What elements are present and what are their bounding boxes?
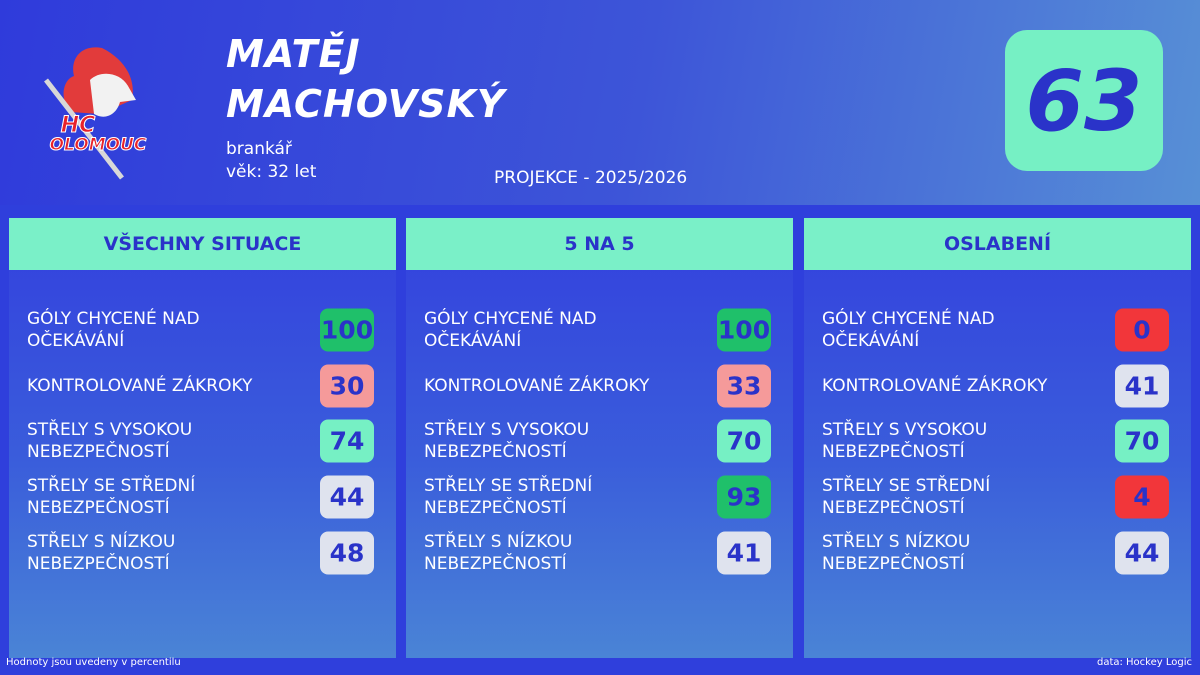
stat-value: 30 (320, 364, 374, 408)
footer-note: Hodnoty jsou uvedeny v percentilu (6, 657, 181, 668)
stat-row: STŘELY S NÍZKOU NEBEZPEČNOSTÍ 48 (9, 528, 396, 578)
stat-row: KONTROLOVANÉ ZÁKROKY 41 (804, 361, 1191, 411)
stat-row: GÓLY CHYCENÉ NAD OČEKÁVÁNÍ 0 (804, 305, 1191, 355)
logo-text: OLOMOUC (50, 135, 147, 155)
stat-label: KONTROLOVANÉ ZÁKROKY (424, 376, 650, 396)
logo-text: HC (61, 113, 96, 138)
projection-label: PROJEKCE - 2025/2026 (494, 168, 688, 188)
stat-label: KONTROLOVANÉ ZÁKROKY (27, 376, 253, 396)
stat-label: STŘELY S NÍZKOU NEBEZPEČNOSTÍ (27, 532, 176, 574)
stat-row: KONTROLOVANÉ ZÁKROKY 33 (406, 361, 793, 411)
stat-label: STŘELY S NÍZKOU NEBEZPEČNOSTÍ (822, 532, 971, 574)
team-logo: HC OLOMOUC (44, 47, 147, 180)
panel-title: 5 NA 5 (406, 218, 793, 270)
stat-label: STŘELY SE STŘEDNÍ NEBEZPEČNOSTÍ (822, 476, 991, 518)
stat-label: KONTROLOVANÉ ZÁKROKY (822, 376, 1048, 396)
stat-value: 48 (320, 531, 374, 575)
stat-label: GÓLY CHYCENÉ NAD OČEKÁVÁNÍ (27, 309, 200, 351)
stat-label: STŘELY S VYSOKOU NEBEZPEČNOSTÍ (424, 420, 590, 462)
player-name: MATĚJ (226, 32, 361, 76)
stat-value: 100 (717, 308, 771, 352)
stat-label: STŘELY S VYSOKOU NEBEZPEČNOSTÍ (27, 420, 193, 462)
stat-row: GÓLY CHYCENÉ NAD OČEKÁVÁNÍ 100 (9, 305, 396, 355)
stat-label: GÓLY CHYCENÉ NAD OČEKÁVÁNÍ (822, 309, 995, 351)
panel-title: OSLABENÍ (804, 218, 1191, 270)
stat-row: GÓLY CHYCENÉ NAD OČEKÁVÁNÍ 100 (406, 305, 793, 355)
stat-label: STŘELY SE STŘEDNÍ NEBEZPEČNOSTÍ (27, 476, 196, 518)
stat-value: 44 (1115, 531, 1169, 575)
stat-value: 41 (717, 531, 771, 575)
stat-row: STŘELY S VYSOKOU NEBEZPEČNOSTÍ 74 (9, 416, 396, 466)
stat-label: STŘELY SE STŘEDNÍ NEBEZPEČNOSTÍ (424, 476, 593, 518)
stat-value: 33 (717, 364, 771, 408)
stat-panel: VŠECHNY SITUACE GÓLY CHYCENÉ NAD OČEKÁVÁN… (9, 218, 396, 658)
overall-rating: 63 (1005, 30, 1163, 171)
player-name: MACHOVSKÝ (226, 82, 506, 126)
stat-row: STŘELY S VYSOKOU NEBEZPEČNOSTÍ 70 (804, 416, 1191, 466)
stat-value: 74 (320, 419, 374, 463)
stat-value: 0 (1115, 308, 1169, 352)
stat-value: 70 (1115, 419, 1169, 463)
stat-label: STŘELY S NÍZKOU NEBEZPEČNOSTÍ (424, 532, 573, 574)
stat-row: KONTROLOVANÉ ZÁKROKY 30 (9, 361, 396, 411)
stat-row: STŘELY S NÍZKOU NEBEZPEČNOSTÍ 44 (804, 528, 1191, 578)
player-position: brankář (226, 139, 292, 159)
stat-value: 100 (320, 308, 374, 352)
stat-value: 41 (1115, 364, 1169, 408)
stat-row: STŘELY SE STŘEDNÍ NEBEZPEČNOSTÍ 44 (9, 472, 396, 522)
stat-value: 93 (717, 475, 771, 519)
logo-stick (44, 78, 124, 180)
stat-value: 44 (320, 475, 374, 519)
stat-row: STŘELY S VYSOKOU NEBEZPEČNOSTÍ 70 (406, 416, 793, 466)
stat-label: GÓLY CHYCENÉ NAD OČEKÁVÁNÍ (424, 309, 597, 351)
stat-value: 4 (1115, 475, 1169, 519)
stat-row: STŘELY SE STŘEDNÍ NEBEZPEČNOSTÍ 4 (804, 472, 1191, 522)
player-age: věk: 32 let (226, 162, 317, 182)
logo-head (90, 73, 136, 117)
stat-panel: 5 NA 5 GÓLY CHYCENÉ NAD OČEKÁVÁNÍ 100 KONTR… (406, 218, 793, 658)
stat-label: STŘELY S VYSOKOU NEBEZPEČNOSTÍ (822, 420, 988, 462)
footer-source: data: Hockey Logic (1096, 657, 1192, 668)
stat-row: STŘELY S NÍZKOU NEBEZPEČNOSTÍ 41 (406, 528, 793, 578)
stat-value: 70 (717, 419, 771, 463)
stat-panel: OSLABENÍ GÓLY CHYCENÉ NAD OČEKÁVÁNÍ 0 KONTR… (804, 218, 1191, 658)
stat-row: STŘELY SE STŘEDNÍ NEBEZPEČNOSTÍ 93 (406, 472, 793, 522)
panel-title: VŠECHNY SITUACE (9, 218, 396, 270)
